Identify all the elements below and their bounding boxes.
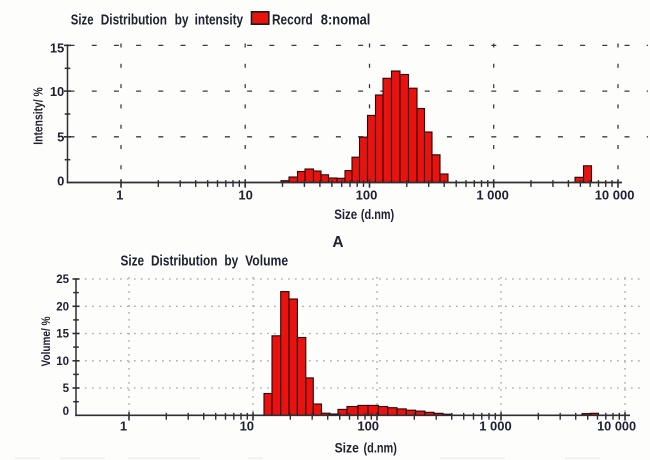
svg-text:20: 20 [56,301,69,313]
svg-text:intensity: intensity [195,11,244,28]
svg-text:10 000: 10 000 [595,187,635,202]
svg-text:10: 10 [238,187,252,202]
svg-text:Size: Size [334,206,357,222]
svg-text:10: 10 [56,356,69,368]
svg-text:10: 10 [240,419,254,434]
svg-text:25: 25 [56,274,69,286]
svg-text:Distribution: Distribution [101,11,167,28]
svg-text:A: A [332,234,343,251]
svg-text:by: by [224,253,238,269]
svg-text:1: 1 [120,419,127,434]
svg-text:100: 100 [356,187,378,202]
svg-text:Intensity/ %: Intensity/ % [32,87,46,145]
svg-text:8:nomal: 8:nomal [321,11,371,28]
svg-text:5: 5 [63,383,70,395]
svg-text:15: 15 [56,329,69,341]
svg-text:10: 10 [50,84,64,99]
svg-text:1 000: 1 000 [476,187,509,202]
svg-text:15: 15 [50,41,64,56]
svg-text:10 000: 10 000 [597,419,636,434]
svg-text:Record: Record [272,11,313,28]
svg-text:1 000: 1 000 [479,419,512,434]
svg-text:0: 0 [57,173,64,188]
svg-text:Size: Size [71,11,94,28]
svg-text:Distribution: Distribution [151,253,218,269]
svg-text:5: 5 [57,130,64,145]
svg-text:1: 1 [116,187,123,202]
svg-text:(d.nm): (d.nm) [361,206,394,222]
svg-text:0: 0 [63,406,69,418]
svg-text:Size: Size [335,440,359,456]
svg-text:Volume/ %: Volume/ % [39,316,53,366]
svg-text:Volume: Volume [245,253,288,269]
svg-text:(d.nm): (d.nm) [364,440,397,456]
svg-text:100: 100 [357,419,379,434]
svg-text:Size: Size [121,253,145,269]
svg-text:by: by [175,11,189,28]
